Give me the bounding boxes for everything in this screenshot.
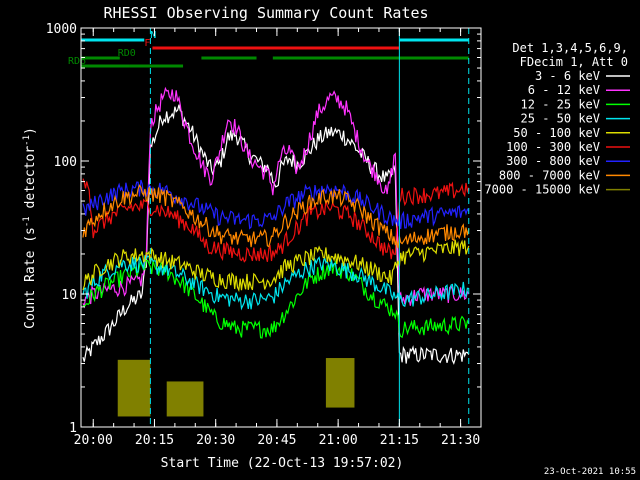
- timestamp: 23-Oct-2021 10:55: [544, 467, 636, 477]
- legend-label-0: 3 - 6 keV: [535, 69, 600, 83]
- x-tick-label-5: 21:15: [380, 433, 419, 448]
- series-layer: [82, 86, 470, 417]
- series-line-5: [82, 178, 470, 263]
- series-line-2: [82, 259, 470, 339]
- legend-label-2: 12 - 25 keV: [521, 97, 600, 111]
- legend-label-1: 6 - 12 keV: [528, 83, 600, 97]
- y-axis-label-text-3: ): [23, 127, 38, 135]
- legend-label-3: 25 - 50 keV: [521, 112, 600, 126]
- axis-layer: 20:00 20:15 20:30 20:45 21:00 21:15 21:30 1 10 10…: [46, 22, 482, 448]
- legend-label-6: 300 - 800 keV: [506, 154, 600, 168]
- y-axis-label-superscript-1: -1: [22, 216, 32, 227]
- legend-label-7: 800 - 7000 keV: [499, 168, 600, 182]
- high-energy-block-2: [325, 358, 355, 408]
- high-energy-block-1: [166, 381, 204, 417]
- legend-label-5: 100 - 300 keV: [506, 140, 600, 154]
- y-axis-label-superscript-2: -1: [22, 135, 32, 146]
- x-tick-label-0: 20:00: [74, 433, 113, 448]
- status-layer: NF RD0 RD6: [68, 30, 469, 68]
- legend: Det 1,3,4,5,6,9, FDecim 1, Att 0 3 - 6 k…: [484, 41, 630, 197]
- x-tick-label-2: 20:30: [196, 433, 235, 448]
- y-axis-label: Count Rate (s-1 detector-1): [22, 127, 38, 329]
- x-tick-label-4: 21:00: [319, 433, 358, 448]
- series-line-6: [82, 179, 470, 230]
- x-axis-label: Start Time (22-Oct-13 19:57:02): [161, 456, 404, 471]
- y-tick-label-2: 100: [54, 155, 77, 170]
- legend-header-line-1: Det 1,3,4,5,6,9,: [512, 41, 628, 55]
- y-tick-label-1: 10: [61, 288, 77, 303]
- y-tick-label-3: 1000: [46, 22, 77, 37]
- y-axis-label-text-1: Count Rate (s: [23, 227, 38, 329]
- status-label-RD6: RD6: [68, 56, 86, 67]
- y-tick-label-0: 1: [69, 421, 77, 436]
- status-label-RD0: RD0: [118, 48, 136, 59]
- series-line-1: [82, 86, 470, 309]
- legend-label-4: 50 - 100 keV: [513, 126, 600, 140]
- chart-title: RHESSI Observing Summary Count Rates: [103, 4, 428, 22]
- legend-header-line-2: FDecim 1, Att 0: [520, 55, 628, 69]
- series-line-7: [82, 184, 470, 249]
- x-tick-label-3: 20:45: [257, 433, 296, 448]
- x-tick-label-1: 20:15: [135, 433, 174, 448]
- plot-frame: [80, 27, 482, 428]
- y-axis-label-text-2: detector: [23, 146, 38, 217]
- series-line-4: [82, 239, 470, 293]
- x-tick-label-6: 21:30: [441, 433, 480, 448]
- series-line-3: [82, 255, 469, 311]
- status-label-N: N: [150, 30, 156, 41]
- high-energy-block-0: [117, 359, 151, 417]
- status-label-F: F: [144, 38, 150, 49]
- legend-label-8: 7000 - 15000 keV: [484, 183, 600, 197]
